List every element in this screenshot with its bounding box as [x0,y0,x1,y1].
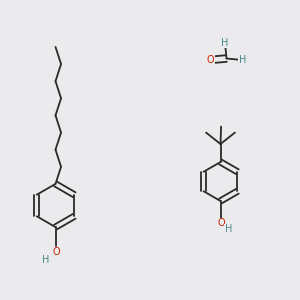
Text: O: O [217,218,225,229]
Text: H: H [221,38,229,48]
Text: H: H [42,255,50,265]
Text: O: O [206,55,214,65]
Text: O: O [52,247,60,257]
Text: H: H [225,224,233,235]
Text: H: H [239,55,246,65]
